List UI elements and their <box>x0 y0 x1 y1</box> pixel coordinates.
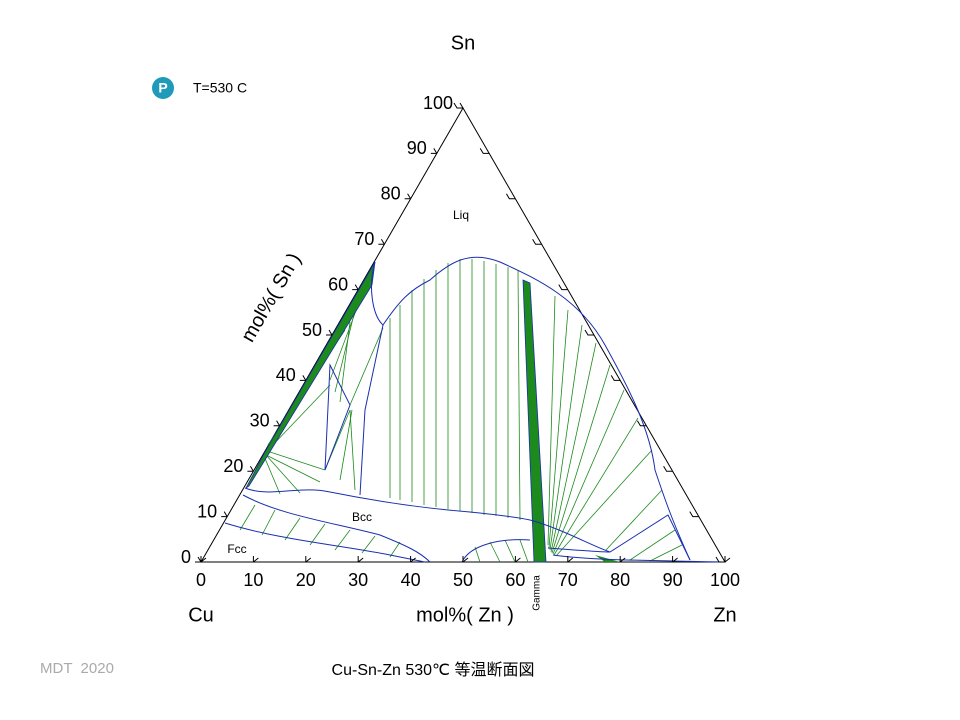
bottom-tick-label: 30 <box>348 570 368 590</box>
left-tick-label: 50 <box>302 320 322 340</box>
bottom-tick-label: 40 <box>401 570 421 590</box>
corner-cu: Cu <box>188 604 214 626</box>
right-tick <box>479 148 490 154</box>
bottom-tick <box>252 556 259 563</box>
bottom-tick-label: 60 <box>505 570 525 590</box>
left-tick-label: 60 <box>328 274 348 294</box>
left-title: mol%( Sn ) <box>237 249 306 346</box>
bottom-tick <box>619 556 626 563</box>
left-tick-label: 40 <box>276 365 296 385</box>
corner-sn: Sn <box>451 32 475 54</box>
right-tick <box>610 375 621 381</box>
phase-fcc: Fcc <box>227 542 246 556</box>
bottom-tick <box>462 556 469 563</box>
bottom-tick <box>567 556 574 563</box>
bottom-title: mol%( Zn ) <box>416 604 514 626</box>
right-tick <box>558 284 568 291</box>
bottom-tick <box>305 556 312 563</box>
bottom-tick <box>724 556 731 563</box>
bottom-tick-label: 20 <box>296 570 316 590</box>
corner-zn: Zn <box>713 604 736 626</box>
left-tick-label: 10 <box>197 501 217 521</box>
left-tick-label: 70 <box>354 229 374 249</box>
bottom-tick <box>514 556 521 563</box>
left-tick <box>378 238 385 245</box>
left-tick <box>299 375 307 381</box>
caption: Cu-Sn-Zn 530℃ 等温断面図 <box>332 661 535 679</box>
right-tick <box>689 511 699 518</box>
bottom-tick <box>672 556 678 563</box>
left-tick <box>457 102 464 109</box>
left-tick-label: 100 <box>423 93 453 113</box>
logo: P <box>152 77 174 99</box>
left-tick <box>352 284 359 291</box>
left-tick-label: 80 <box>381 184 401 204</box>
right-tick <box>453 102 463 109</box>
left-tick <box>430 148 438 154</box>
bottom-tick <box>410 556 416 563</box>
left-tick-label: 20 <box>223 456 243 476</box>
credit: MDT 2020 <box>40 660 114 677</box>
bottom-tick-label: 0 <box>196 570 206 590</box>
right-tick <box>663 465 673 472</box>
left-tick <box>326 329 333 336</box>
right-tick <box>532 238 542 245</box>
phase-diagram <box>200 106 726 563</box>
left-tick-label: 90 <box>407 138 427 158</box>
left-tick <box>195 556 202 563</box>
left-tick <box>247 465 254 472</box>
right-tick <box>584 329 594 336</box>
right-tick <box>715 556 725 563</box>
bottom-tick <box>357 556 364 563</box>
temperature: T=530 C <box>193 80 247 96</box>
right-tick <box>505 193 516 200</box>
bottom-tick-label: 80 <box>610 570 630 590</box>
left-tick <box>404 193 412 200</box>
bottom-tick <box>200 556 207 563</box>
right-tick <box>636 420 647 427</box>
phase-bcc: Bcc <box>352 510 372 524</box>
phase-gamma: Gamma <box>532 575 543 611</box>
bottom-tick-label: 50 <box>453 570 473 590</box>
bottom-tick-label: 100 <box>710 570 740 590</box>
bottom-tick-label: 90 <box>663 570 683 590</box>
bottom-tick-label: 70 <box>558 570 578 590</box>
svg-text:P: P <box>158 80 167 96</box>
left-tick <box>221 511 228 518</box>
left-tick-label: 0 <box>181 547 191 567</box>
left-tick <box>273 420 281 427</box>
phase-liq: Liq <box>453 208 469 222</box>
bottom-tick-label: 10 <box>243 570 263 590</box>
left-tick-label: 30 <box>250 411 270 431</box>
